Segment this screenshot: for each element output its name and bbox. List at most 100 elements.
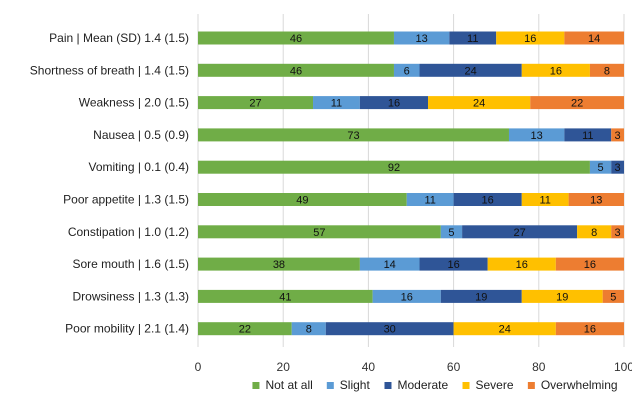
category-label: Shortness of breath | 1.4 (1.5) <box>30 63 189 77</box>
legend-label: Severe <box>476 378 514 392</box>
bar-value-label: 5 <box>598 162 604 174</box>
category-label: Weakness | 2.0 (1.5) <box>79 96 189 110</box>
x-tick-label: 20 <box>277 360 291 374</box>
bar-value-label: 16 <box>550 65 562 77</box>
x-tick-label: 40 <box>362 360 376 374</box>
legend-label: Not at all <box>265 378 312 392</box>
bar-segment <box>198 31 394 45</box>
category-label: Pain | Mean (SD) 1.4 (1.5) <box>49 31 189 45</box>
bar-value-label: 38 <box>273 259 285 271</box>
bar-value-label: 16 <box>584 324 596 336</box>
bar-segment <box>453 322 556 336</box>
bar-segment <box>555 322 624 336</box>
bar-segment <box>198 289 373 303</box>
bar-segment <box>198 193 407 206</box>
x-tick-label: 80 <box>532 360 546 374</box>
category-label: Sore mouth | 1.6 (1.5) <box>72 257 189 271</box>
bar-value-label: 11 <box>467 33 478 45</box>
bar-segment <box>325 322 454 336</box>
bar-segment <box>611 160 624 174</box>
bar-value-label: 24 <box>465 65 477 77</box>
bar-segment <box>419 63 522 77</box>
bar-segment <box>198 128 509 142</box>
bar-value-label: 27 <box>249 98 261 110</box>
legend-swatch <box>252 382 260 389</box>
bar-segment <box>198 225 441 239</box>
bar-value-label: 22 <box>239 324 251 336</box>
bar-value-label: 30 <box>384 324 396 336</box>
bar-value-label: 5 <box>610 291 616 303</box>
x-tick-label: 100 <box>614 360 632 374</box>
bar-segment <box>313 96 360 110</box>
bar-segment <box>291 322 326 336</box>
bar-segment <box>568 193 624 206</box>
x-tick-label: 60 <box>447 360 461 374</box>
legend-label: Overwhelming <box>541 378 618 392</box>
bar-value-label: 19 <box>475 291 487 303</box>
x-tick-label: 0 <box>195 360 202 374</box>
bar-value-label: 11 <box>582 130 593 142</box>
bar-value-label: 13 <box>531 130 543 142</box>
bar-value-label: 11 <box>539 195 550 207</box>
bar-value-label: 57 <box>313 227 325 239</box>
bar-segment <box>496 31 565 45</box>
bar-value-label: 13 <box>590 195 602 207</box>
category-label: Drowsiness | 1.3 (1.3) <box>73 289 190 303</box>
bar-segment <box>393 31 450 45</box>
bar-value-label: 8 <box>306 324 312 336</box>
bar-segment <box>577 225 612 239</box>
bar-value-label: 92 <box>388 162 400 174</box>
bar-segment <box>440 289 522 303</box>
bar-segment <box>564 31 624 45</box>
bar-value-label: 11 <box>424 195 435 207</box>
category-label: Poor appetite | 1.3 (1.5) <box>63 193 189 207</box>
bar-value-label: 16 <box>524 33 536 45</box>
bar-segment <box>372 289 441 303</box>
bar-segment <box>406 193 454 206</box>
bar-segment <box>589 160 612 174</box>
bar-value-label: 6 <box>404 65 410 77</box>
category-label: Poor mobility | 2.1 (1.4) <box>65 322 189 336</box>
bar-segment <box>419 257 488 271</box>
bar-segment <box>198 322 292 336</box>
bar-segment <box>393 63 420 77</box>
bar-segment <box>462 225 578 239</box>
legend-label: Slight <box>340 378 371 392</box>
legend-label: Moderate <box>397 378 448 392</box>
category-label: Nausea | 0.5 (0.9) <box>93 128 189 142</box>
bar-segment <box>198 160 590 174</box>
bar-segment <box>198 63 394 77</box>
bar-value-label: 16 <box>516 259 528 271</box>
bar-segment <box>521 193 569 206</box>
bar-value-label: 27 <box>514 227 526 239</box>
bar-segment <box>521 289 603 303</box>
category-labels: Pain | Mean (SD) 1.4 (1.5) Shortness of b… <box>30 31 189 336</box>
bar-segment <box>530 96 624 110</box>
bar-segment <box>611 128 624 142</box>
bar-value-label: 16 <box>447 259 459 271</box>
bar-value-label: 19 <box>556 291 568 303</box>
bar-value-label: 11 <box>331 98 342 110</box>
bar-value-label: 5 <box>448 227 454 239</box>
bar-segment <box>602 289 624 303</box>
bar-value-label: 14 <box>384 259 396 271</box>
bar-value-label: 41 <box>279 291 291 303</box>
bar-value-label: 24 <box>499 324 511 336</box>
bar-value-label: 3 <box>615 227 621 239</box>
legend: Not at all Slight Moderate Severe Overwhelmi… <box>252 378 618 392</box>
bar-value-label: 16 <box>482 195 494 207</box>
bar-value-label: 8 <box>604 65 610 77</box>
legend-swatch <box>462 382 470 389</box>
bar-value-label: 46 <box>290 33 302 45</box>
bar-segment <box>564 128 612 142</box>
bar-segment <box>198 257 360 271</box>
legend-swatch <box>384 382 392 389</box>
legend-swatch <box>527 382 535 389</box>
legend-swatch <box>326 382 334 389</box>
bar-segment <box>555 257 624 271</box>
bar-segment <box>521 63 590 77</box>
bar-segment <box>198 96 314 110</box>
